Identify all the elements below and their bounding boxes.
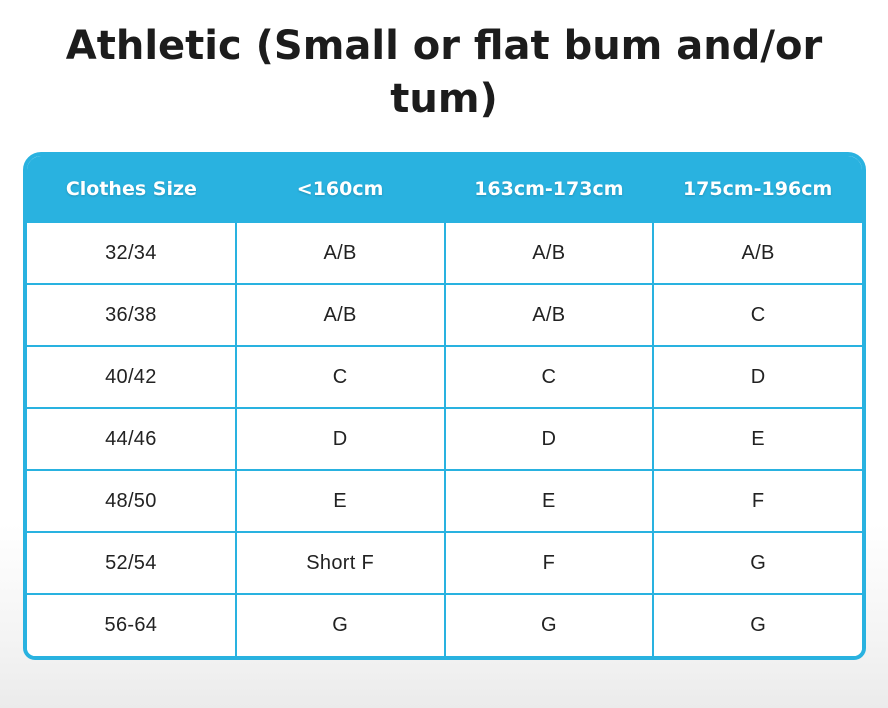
- table-row: 36/38 A/B A/B C: [27, 283, 862, 346]
- cup-size-cell: G: [443, 593, 654, 656]
- size-table: Clothes Size <160cm 163cm-173cm 175cm-196cm…: [27, 156, 862, 656]
- cup-size-cell: A/B: [443, 283, 654, 346]
- table-row: 32/34 A/B A/B A/B: [27, 221, 862, 284]
- clothes-size-cell: 36/38: [27, 283, 236, 346]
- cup-size-cell: A/B: [443, 221, 654, 284]
- size-table-header-row: Clothes Size <160cm 163cm-173cm 175cm-196cm: [27, 156, 862, 222]
- cup-size-cell: A/B: [234, 221, 445, 284]
- cup-size-cell: F: [652, 469, 862, 532]
- table-row: 44/46 D D E: [27, 407, 862, 470]
- cup-size-cell: Short F: [234, 531, 445, 594]
- clothes-size-cell: 48/50: [27, 469, 236, 532]
- cup-size-cell: E: [652, 407, 862, 470]
- cup-size-cell: D: [443, 407, 654, 470]
- page-title-line-1: Athletic (Small or flat bum and/or: [65, 23, 823, 69]
- column-header: Clothes Size: [27, 156, 236, 222]
- clothes-size-cell: 52/54: [27, 531, 236, 594]
- page-title-line-2: tum): [390, 75, 498, 122]
- page-title: Athletic (Small or flat bum and/or tum): [0, 0, 888, 126]
- cup-size-cell: G: [652, 593, 862, 656]
- cup-size-cell: G: [234, 593, 445, 656]
- size-chart-table: Clothes Size <160cm 163cm-173cm 175cm-196cm…: [23, 152, 866, 660]
- table-row: 40/42 C C D: [27, 345, 862, 408]
- cup-size-cell: A/B: [652, 221, 862, 284]
- cup-size-cell: E: [443, 469, 654, 532]
- clothes-size-cell: 32/34: [27, 221, 236, 284]
- table-row: 56-64 G G G: [27, 593, 862, 656]
- column-header: 163cm-173cm: [444, 156, 654, 222]
- clothes-size-cell: 40/42: [27, 345, 236, 408]
- column-header: <160cm: [235, 156, 445, 222]
- clothes-size-cell: 56-64: [27, 593, 236, 656]
- cup-size-cell: C: [652, 283, 862, 346]
- cup-size-cell: E: [234, 469, 445, 532]
- cup-size-cell: F: [443, 531, 654, 594]
- table-row: 48/50 E E F: [27, 469, 862, 532]
- size-table-body: 32/34 A/B A/B A/B 36/38 A/B A/B C 40/42 C C D 44/46 D…: [27, 221, 862, 656]
- clothes-size-cell: 44/46: [27, 407, 236, 470]
- cup-size-cell: A/B: [234, 283, 445, 346]
- cup-size-cell: D: [652, 345, 862, 408]
- column-header: 175cm-196cm: [653, 156, 862, 222]
- cup-size-cell: D: [234, 407, 445, 470]
- cup-size-cell: C: [234, 345, 445, 408]
- size-table-head: Clothes Size <160cm 163cm-173cm 175cm-196cm: [27, 156, 862, 222]
- cup-size-cell: C: [443, 345, 654, 408]
- cup-size-cell: G: [652, 531, 862, 594]
